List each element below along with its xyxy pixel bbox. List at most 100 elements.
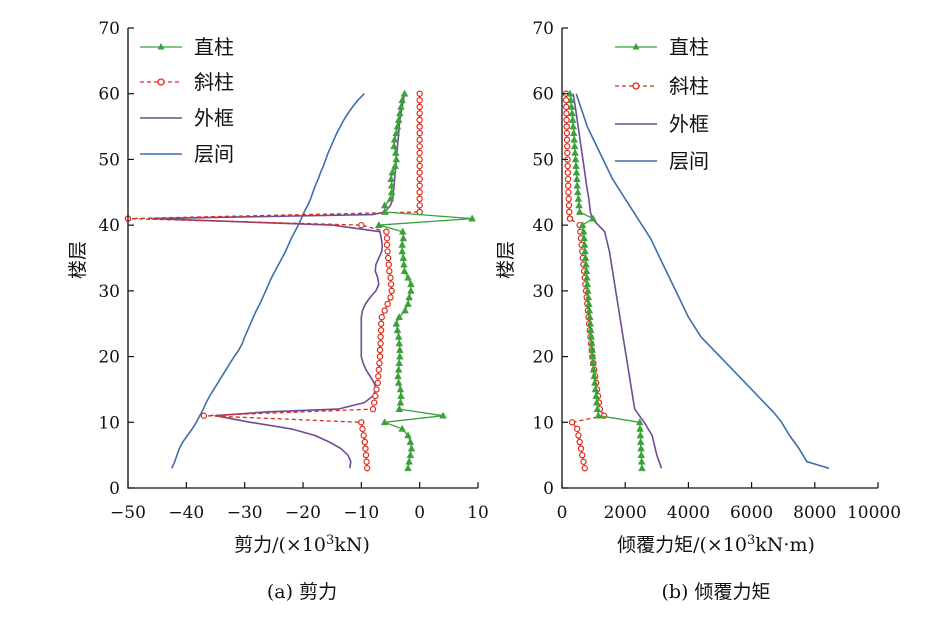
panel-a-axes-frame (127, 28, 478, 489)
legend-label-straight: 直柱 (194, 35, 234, 59)
panel-b-inclined-point (579, 451, 586, 459)
panel-b-xtick-label: 8000 (793, 503, 836, 523)
panel-a-straight-point (393, 122, 402, 130)
panel-b-straight-point (637, 451, 646, 458)
panel-b-straight-point (567, 102, 576, 110)
panel-b-inclined-point (564, 143, 571, 150)
panel-a-inclined-point (416, 103, 423, 111)
panel-a-ytick-label: 70 (98, 19, 120, 39)
panel-a-inclined-point (363, 465, 371, 472)
panel-b-inclined-point (565, 195, 572, 203)
panel-a-straight-point (396, 345, 404, 353)
panel-a-inclined-point (370, 399, 378, 406)
panel-a-straight-point (399, 253, 408, 261)
legend-marker-triangle-icon (632, 43, 640, 50)
panel-a-straight-point (390, 135, 399, 143)
panel-a-straight-point (398, 96, 406, 104)
panel-a-inclined-point (374, 379, 381, 387)
panel-b-straight-point (588, 352, 597, 360)
panel-a-straight-point (394, 115, 403, 123)
panel-a-inclined-point (384, 254, 392, 262)
panel-b-straight-point (573, 175, 581, 182)
panel-a-straight-point (375, 221, 383, 228)
panel-b-straight-point (585, 306, 594, 314)
legend-label-story: 层间 (669, 149, 709, 173)
panel-a-series-straight-markers (375, 89, 476, 472)
panel-a-inclined-point (358, 419, 365, 426)
panel-a-inclined-point (375, 366, 383, 373)
panel-a-straight-point (405, 457, 413, 465)
panel-b-straight-point (580, 234, 588, 242)
panel-a-xtick-label: 10 (467, 503, 489, 523)
panel-b-straight-point (580, 240, 589, 248)
panel-a-inclined-point (385, 261, 392, 268)
panel-b-inclined-point (564, 149, 571, 157)
panel-b-inclined-point (573, 425, 581, 433)
panel-b-straight-point (586, 319, 595, 327)
panel-b-straight-point (571, 148, 579, 156)
panel-a-inclined-point (416, 189, 423, 196)
panel-b-inclined-point (577, 445, 585, 452)
panel-b-inclined-point (575, 432, 582, 439)
panel-a-inclined-point (378, 313, 385, 321)
legend-label-story: 层间 (194, 142, 234, 166)
panel-a-inclined-point (375, 373, 382, 380)
panel-a-inclined-point (360, 432, 367, 439)
panel-a-straight-point (400, 267, 409, 274)
panel-a-inclined-point (416, 202, 423, 209)
panel-b-inclined-point (564, 169, 572, 176)
panel-b-straight-point (591, 385, 600, 393)
panel-b-ytick-label: 0 (543, 479, 554, 499)
panel-b-x-axis-label: 倾覆力矩/(×103kN·m) (617, 533, 815, 556)
panel-a-straight-point (398, 247, 406, 255)
panel-b-series-layer (562, 89, 830, 472)
panel-a-straight-point (404, 299, 412, 307)
panel-a-inclined-point (363, 458, 370, 465)
panel-b-inclined-point (564, 175, 572, 183)
panel-b-straight-point (570, 142, 579, 150)
panel-b-xtick-label: 6000 (730, 503, 773, 523)
panel-a-inclined-point (416, 162, 423, 170)
panel-a-caption: (a) 剪力 (267, 581, 337, 603)
panel-a-inclined-point (416, 208, 423, 216)
panel-a-inclined-point (416, 129, 423, 137)
panel-a-inclined-point (369, 405, 377, 413)
panel-a-ytick-label: 10 (98, 413, 120, 433)
panel-b-overturning-moment: 0 2000 4000 6000 8000 10000 0 10 20 30 4… (495, 19, 901, 603)
panel-a-inclined-point (200, 412, 208, 419)
panel-a-straight-point (395, 405, 404, 412)
legend-label-straight: 直柱 (669, 35, 709, 59)
panel-b-ytick-label: 60 (532, 85, 554, 105)
panel-b-straight-point (587, 332, 596, 340)
panel-b-straight-point (589, 359, 597, 366)
panel-b-straight-point (581, 253, 590, 261)
panel-a-ytick-label: 20 (98, 348, 120, 368)
panel-b-straight-point (583, 273, 591, 281)
panel-a-inclined-point (381, 307, 388, 314)
panel-b-straight-point (569, 129, 578, 136)
panel-b-inclined-point (563, 129, 571, 137)
panel-a-straight-point (396, 352, 404, 360)
panel-a-straight-point (396, 398, 405, 406)
panel-a-straight-point (405, 293, 413, 301)
panel-b-straight-point (585, 313, 594, 320)
panel-b-xtick-labels: 0 2000 4000 6000 8000 10000 (557, 503, 901, 523)
panel-b-series-inclined-line (565, 93, 605, 469)
panel-a-inclined-point (373, 386, 380, 393)
panel-b-ytick-label: 30 (532, 282, 554, 302)
panel-a-inclined-point (387, 274, 394, 281)
panel-b-straight-point (592, 391, 600, 399)
legend-marker-circle-icon (632, 82, 640, 90)
panel-b-inclined-point (563, 110, 570, 117)
panel-a-inclined-point (416, 123, 423, 130)
panel-a-straight-point (468, 214, 476, 222)
panel-b-straight-point (593, 405, 602, 412)
panel-b-series-straight-markers (566, 89, 646, 472)
panel-a-xtick-label: −40 (168, 503, 204, 523)
panel-a-straight-point (395, 359, 404, 366)
panel-a-straight-point (386, 194, 395, 202)
panel-b-legend: 直柱 斜柱 外框 层间 (615, 35, 709, 173)
panel-a-straight-point (407, 280, 415, 288)
panel-a-inclined-point (377, 340, 384, 347)
panel-a-straight-point (398, 227, 407, 235)
